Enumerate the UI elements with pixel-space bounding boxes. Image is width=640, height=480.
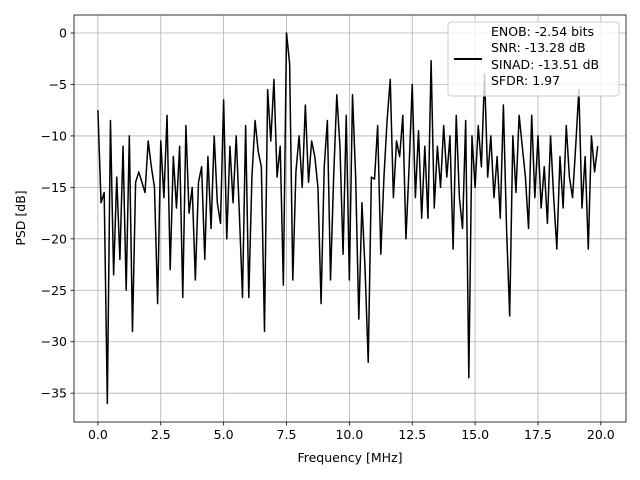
y-tick-label: −5 xyxy=(49,77,67,92)
y-tick-label: 0 xyxy=(59,26,67,41)
x-tick-label: 5.0 xyxy=(214,427,234,442)
x-tick-label: 17.5 xyxy=(524,427,552,442)
legend: ENOB: -2.54 bits SNR: -13.28 dB SINAD: -… xyxy=(447,21,620,97)
legend-box xyxy=(447,21,620,97)
y-tick-label: −15 xyxy=(41,180,67,195)
x-tick-label: 12.5 xyxy=(398,427,426,442)
legend-text-box: ENOB: -2.54 bits SNR: -13.28 dB SINAD: -… xyxy=(491,24,600,88)
x-tick-label: 2.5 xyxy=(151,427,171,442)
y-tick-label: −30 xyxy=(41,334,67,349)
x-axis-label: Frequency [MHz] xyxy=(297,450,402,465)
axes-frame xyxy=(73,14,627,423)
y-tick-label: −10 xyxy=(41,128,67,143)
y-tick-label: −35 xyxy=(41,386,67,401)
series-line xyxy=(97,32,599,405)
x-tick-label: 20.0 xyxy=(587,427,615,442)
legend-label: ENOB: -2.54 bits SNR: -13.28 dB SINAD: -… xyxy=(491,24,600,88)
y-axis-label: PSD [dB] xyxy=(13,190,28,245)
y-tick-label: −20 xyxy=(41,231,67,246)
x-tick-label: 15.0 xyxy=(461,427,489,442)
x-tick-label: 7.5 xyxy=(277,427,297,442)
x-tick-label: 10.0 xyxy=(335,427,363,442)
y-tick-label: −25 xyxy=(41,283,67,298)
x-tick-label: 0.0 xyxy=(88,427,108,442)
